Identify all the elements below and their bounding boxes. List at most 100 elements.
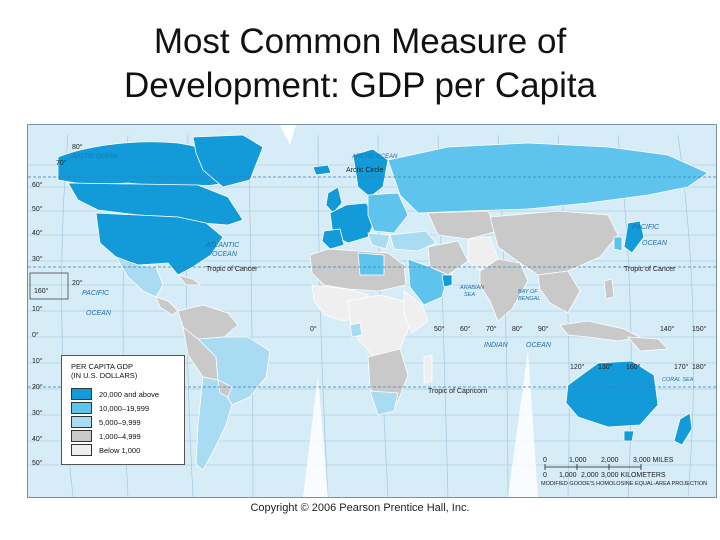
region-turkey-caucasus <box>389 230 437 252</box>
label-pacific-east: PACIFIC <box>632 224 660 231</box>
legend-swatch <box>71 402 92 414</box>
lat-tick: 10° <box>32 357 43 365</box>
north-america <box>57 134 264 316</box>
lon-tick: 160° <box>626 363 641 371</box>
lat-tick: 10° <box>32 305 43 313</box>
scale-bar-graphic: 0 1,000 2,000 3,000 MILES 0 1,000 2,000 … <box>543 457 674 479</box>
lon-tick: 130° <box>598 363 613 371</box>
title-line-2: Development: GDP per Capita <box>123 66 597 105</box>
label-tropic-cancer-west: Tropic of Cancer <box>206 266 258 273</box>
label-coral-sea: CORAL SEA <box>662 377 694 383</box>
region-gabon <box>349 322 363 338</box>
lon-tick: 0° <box>310 325 317 333</box>
region-caribbean <box>176 274 202 286</box>
asia <box>387 142 709 342</box>
legend-label: Below 1,000 <box>99 445 141 455</box>
legend-item: 10,000–19,999 <box>71 402 149 414</box>
region-iberia <box>321 228 345 250</box>
legend-title: PER CAPITA GDP (IN U.S. DOLLARS) <box>71 362 179 380</box>
region-russia <box>387 142 709 214</box>
region-gulf-states <box>441 274 453 288</box>
legend-swatch <box>71 444 92 456</box>
region-australia <box>565 360 659 428</box>
lat-tick: 40° <box>32 229 43 237</box>
lat-tick: 80° <box>72 143 83 151</box>
projection-note: MODIFIED GOODE'S HOMOLOSINE EQUAL-AREA P… <box>541 481 708 487</box>
legend-swatch <box>71 416 92 428</box>
label-atlantic: ATLANTIC <box>205 242 240 249</box>
region-paraguay <box>217 379 233 398</box>
legend-label: 1,000–4,999 <box>99 431 141 441</box>
label-indian: INDIAN <box>484 342 509 349</box>
region-greenland <box>192 134 264 188</box>
world-map: ARCTIC OCEAN ARCTIC OCEAN ATLANTIC OCEAN… <box>27 124 717 498</box>
lon-tick: 50° <box>434 325 445 333</box>
lat-tick: 30° <box>32 255 43 263</box>
map-legend: PER CAPITA GDP (IN U.S. DOLLARS) 20,000 … <box>61 355 185 465</box>
region-libya <box>357 252 385 276</box>
label-bay-of-bengal: BAY OF <box>518 289 538 295</box>
km-tick: 1,000 <box>559 472 577 479</box>
lat-tick: 50° <box>32 205 43 213</box>
region-usa <box>95 212 224 276</box>
miles-tick: 3,000 MILES <box>633 457 674 464</box>
legend-item: 1,000–4,999 <box>71 430 141 442</box>
label-bay-of-bengal-2: BENGAL <box>518 296 540 302</box>
legend-label: 5,000–9,999 <box>99 417 141 427</box>
miles-tick: 0 <box>543 457 547 464</box>
title-line-1: Most Common Measure of <box>153 22 567 61</box>
map-canvas: ARCTIC OCEAN ARCTIC OCEAN ATLANTIC OCEAN… <box>28 125 716 497</box>
miles-tick: 2,000 <box>601 457 619 464</box>
region-india <box>479 258 529 322</box>
region-central-america <box>155 296 179 316</box>
legend-item: 5,000–9,999 <box>71 416 141 428</box>
region-iceland <box>312 164 332 176</box>
label-pacific-west-2: OCEAN <box>86 310 112 317</box>
region-madagascar <box>423 354 433 384</box>
label-tropic-capricorn: Tropic of Capricorn <box>428 388 487 395</box>
region-china-mongolia <box>489 210 619 276</box>
region-tasmania <box>623 430 635 442</box>
lon-tick: 150° <box>692 325 707 333</box>
legend-title-line-1: PER CAPITA GDP <box>71 362 133 371</box>
lon-tick: 60° <box>460 325 471 333</box>
lat-tick: 0° <box>32 331 39 339</box>
region-uk <box>325 186 343 214</box>
lon-tick: 160° <box>34 287 49 295</box>
label-arctic-ocean-west: ARCTIC OCEAN <box>71 154 118 160</box>
lon-tick: 70° <box>486 325 497 333</box>
longitude-ticks: 0° 50° 60° 70° 80° 90° 140° 150° 160° 17… <box>34 287 707 371</box>
copyright-notice: Copyright © 2006 Pearson Prentice Hall, … <box>250 502 470 514</box>
legend-swatch <box>71 388 92 400</box>
region-scandinavia <box>352 148 389 198</box>
region-indonesia <box>559 320 642 342</box>
south-america <box>177 304 271 471</box>
lat-tick: 20° <box>72 279 83 287</box>
legend-label: 10,000–19,999 <box>99 403 150 413</box>
lon-tick: 140° <box>660 325 675 333</box>
label-atlantic-2: OCEAN <box>212 251 238 258</box>
legend-item: 20,000 and above <box>71 388 159 400</box>
lat-tick: 50° <box>32 459 43 467</box>
region-balkans <box>367 232 391 250</box>
label-arabian-sea: ARABIAN <box>459 285 484 291</box>
region-southeast-asia <box>537 270 581 314</box>
lat-tick: 30° <box>32 409 43 417</box>
legend-title-line-2: (IN U.S. DOLLARS) <box>71 371 138 380</box>
projection-gap-north <box>280 125 296 145</box>
slide-title: Most Common Measure of Development: GDP … <box>0 20 720 108</box>
region-new-guinea <box>627 336 669 352</box>
projection-gap-south-2 <box>508 350 538 497</box>
lon-tick: 80° <box>512 325 523 333</box>
region-iran <box>427 240 469 276</box>
region-eastern-europe <box>367 192 409 234</box>
label-arctic-circle: Arctic Circle <box>346 167 383 174</box>
lon-tick: 180° <box>692 363 707 371</box>
legend-item: Below 1,000 <box>71 444 140 456</box>
region-new-zealand <box>673 412 693 446</box>
region-kazakhstan <box>427 210 499 240</box>
label-pacific-east-2: OCEAN <box>642 240 668 247</box>
lat-tick: 40° <box>32 435 43 443</box>
region-korea <box>613 236 623 252</box>
lat-tick: 60° <box>32 181 43 189</box>
